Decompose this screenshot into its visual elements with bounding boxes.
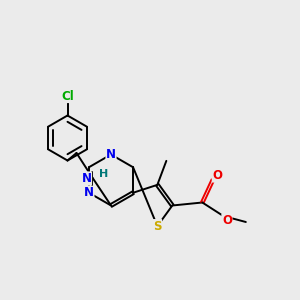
Text: S: S (153, 220, 162, 232)
Text: N: N (82, 172, 92, 185)
Text: O: O (212, 169, 222, 182)
Text: Cl: Cl (61, 89, 74, 103)
Text: N: N (84, 186, 94, 199)
Text: O: O (222, 214, 232, 227)
Text: H: H (99, 169, 108, 179)
Text: N: N (106, 148, 116, 161)
